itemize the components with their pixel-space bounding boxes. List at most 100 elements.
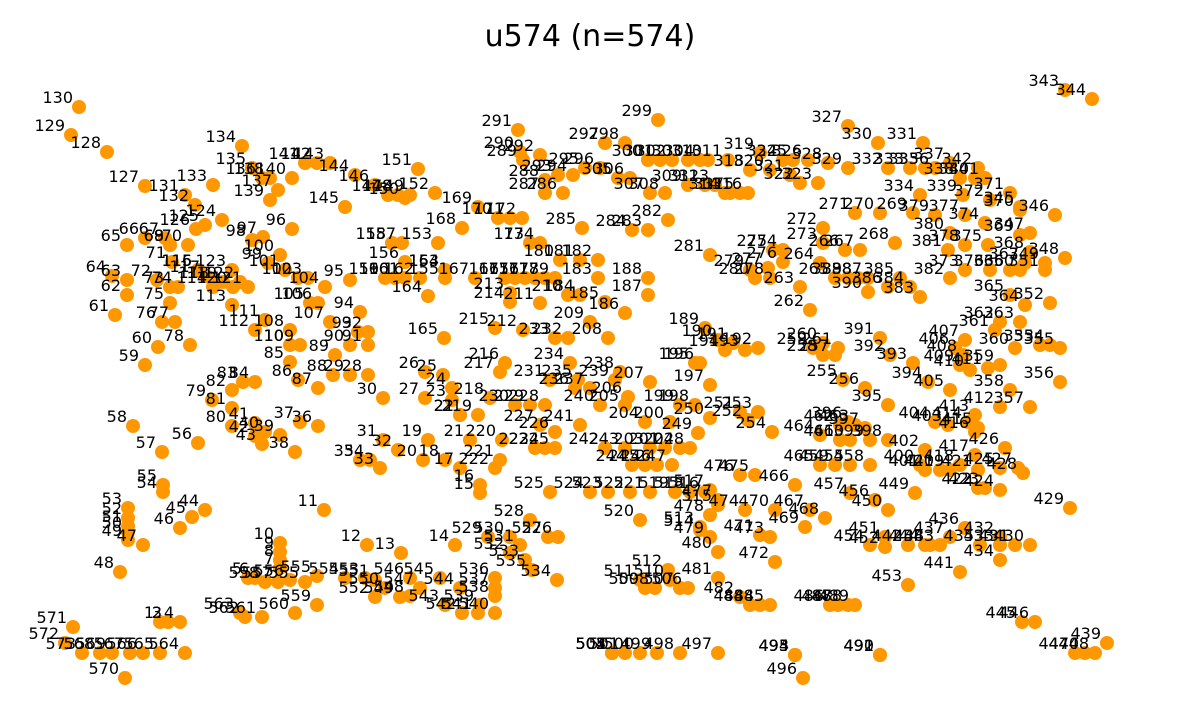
scatter-point — [841, 161, 855, 175]
scatter-point — [903, 280, 917, 294]
scatter-point — [550, 573, 564, 587]
point-label: 278 — [733, 259, 764, 278]
point-label: 191 — [696, 324, 727, 343]
point-label: 173 — [493, 224, 524, 243]
scatter-point — [598, 441, 612, 455]
scatter-point — [58, 636, 72, 650]
scatter-point — [255, 437, 269, 451]
point-label: 283 — [611, 211, 642, 230]
scatter-point — [633, 573, 647, 587]
scatter-point — [941, 243, 955, 257]
scatter-point — [75, 646, 89, 660]
point-label: 284 — [595, 211, 626, 230]
scatter-point — [788, 478, 802, 492]
scatter-point — [683, 441, 697, 455]
point-label: 391 — [843, 319, 874, 338]
point-label: 172 — [485, 199, 516, 218]
point-label: 538 — [458, 577, 489, 596]
scatter-point — [255, 610, 269, 624]
point-label: 96 — [266, 210, 286, 229]
scatter-point — [841, 119, 855, 133]
point-label: 14 — [429, 526, 449, 545]
point-label: 345 — [983, 188, 1014, 207]
scatter-point — [766, 243, 780, 257]
scatter-point — [503, 211, 517, 225]
point-label: 22 — [434, 396, 454, 415]
scatter-point — [983, 263, 997, 277]
scatter-point — [763, 271, 777, 285]
scatter-point — [538, 441, 552, 455]
point-label: 344 — [1055, 80, 1086, 99]
scatter-point — [225, 298, 239, 312]
point-label: 286 — [526, 174, 557, 193]
point-label: 355 — [1023, 329, 1054, 348]
scatter-point — [156, 485, 170, 499]
scatter-point — [958, 208, 972, 222]
scatter-point — [93, 646, 107, 660]
point-label: 537 — [458, 569, 489, 588]
point-label: 299 — [621, 101, 652, 120]
point-label: 484 — [723, 586, 754, 605]
point-label: 201 — [628, 429, 659, 448]
scatter-point — [673, 441, 687, 455]
point-label: 212 — [486, 311, 517, 330]
point-label: 408 — [926, 336, 957, 355]
scatter-point — [673, 398, 687, 412]
scatter-point — [665, 458, 679, 472]
point-label: 109 — [263, 326, 294, 345]
point-label: 515 — [681, 486, 712, 505]
point-label: 352 — [1013, 284, 1044, 303]
point-label: 141 — [268, 144, 299, 163]
point-label: 220 — [465, 421, 496, 440]
scatter-point — [121, 501, 135, 515]
point-label: 444 — [888, 526, 919, 545]
point-label: 146 — [338, 166, 369, 185]
scatter-point — [191, 436, 205, 450]
point-label: 521 — [613, 473, 644, 492]
scatter-point — [395, 236, 409, 250]
scatter-point — [953, 171, 967, 185]
point-label: 406 — [918, 329, 949, 348]
scatter-point — [918, 538, 932, 552]
point-label: 95 — [324, 261, 344, 280]
scatter-point — [1043, 296, 1057, 310]
scatter-point — [1013, 228, 1027, 242]
point-label: 316 — [711, 174, 742, 193]
scatter-point — [171, 280, 185, 294]
scatter-point — [291, 271, 305, 285]
point-label: 532 — [473, 534, 504, 553]
scatter-point — [418, 391, 432, 405]
scatter-point — [593, 398, 607, 412]
scatter-point — [668, 485, 682, 499]
scatter-point — [351, 325, 365, 339]
scatter-point — [1003, 186, 1017, 200]
point-label: 382 — [913, 259, 944, 278]
scatter-point — [658, 441, 672, 455]
point-label: 175 — [478, 259, 509, 278]
point-label: 398 — [851, 421, 882, 440]
point-label: 52 — [102, 499, 122, 518]
scatter-point — [488, 589, 502, 603]
point-label: 118 — [178, 263, 209, 282]
scatter-point — [561, 331, 575, 345]
scatter-point — [1018, 298, 1032, 312]
scatter-point — [881, 503, 895, 517]
point-label: 2 — [152, 603, 162, 622]
point-label: 493 — [758, 636, 789, 655]
scatter-point — [828, 458, 842, 472]
scatter-point — [661, 213, 675, 227]
point-label: 409 — [923, 346, 954, 365]
point-label: 387 — [831, 259, 862, 278]
point-label: 204 — [608, 403, 639, 422]
point-label: 61 — [89, 296, 109, 315]
point-label: 174 — [503, 224, 534, 243]
scatter-point — [155, 315, 169, 329]
point-label: 472 — [738, 543, 769, 562]
scatter-point — [378, 271, 392, 285]
point-label: 219 — [441, 396, 472, 415]
scatter-point — [751, 405, 765, 419]
point-label: 194 — [688, 331, 719, 350]
point-label: 522 — [593, 473, 624, 492]
point-label: 43 — [236, 425, 256, 444]
scatter-point — [928, 415, 942, 429]
